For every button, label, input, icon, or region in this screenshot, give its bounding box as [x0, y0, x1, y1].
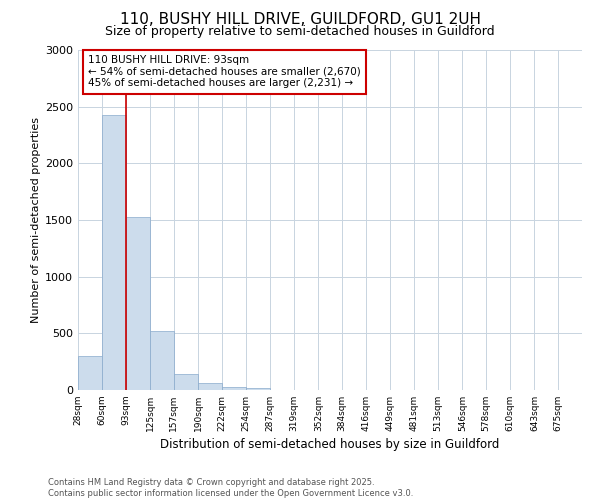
Text: Contains HM Land Registry data © Crown copyright and database right 2025.
Contai: Contains HM Land Registry data © Crown c…	[48, 478, 413, 498]
Text: Size of property relative to semi-detached houses in Guildford: Size of property relative to semi-detach…	[105, 25, 495, 38]
Bar	[246, 388, 269, 390]
Bar	[174, 374, 197, 390]
Bar	[150, 331, 174, 390]
Bar	[198, 383, 222, 390]
Bar	[78, 356, 102, 390]
Y-axis label: Number of semi-detached properties: Number of semi-detached properties	[31, 117, 41, 323]
Bar	[102, 114, 125, 390]
Text: 110, BUSHY HILL DRIVE, GUILDFORD, GU1 2UH: 110, BUSHY HILL DRIVE, GUILDFORD, GU1 2U…	[119, 12, 481, 28]
Text: 110 BUSHY HILL DRIVE: 93sqm
← 54% of semi-detached houses are smaller (2,670)
45: 110 BUSHY HILL DRIVE: 93sqm ← 54% of sem…	[88, 55, 361, 88]
X-axis label: Distribution of semi-detached houses by size in Guildford: Distribution of semi-detached houses by …	[160, 438, 500, 451]
Bar	[222, 386, 246, 390]
Bar	[126, 216, 150, 390]
